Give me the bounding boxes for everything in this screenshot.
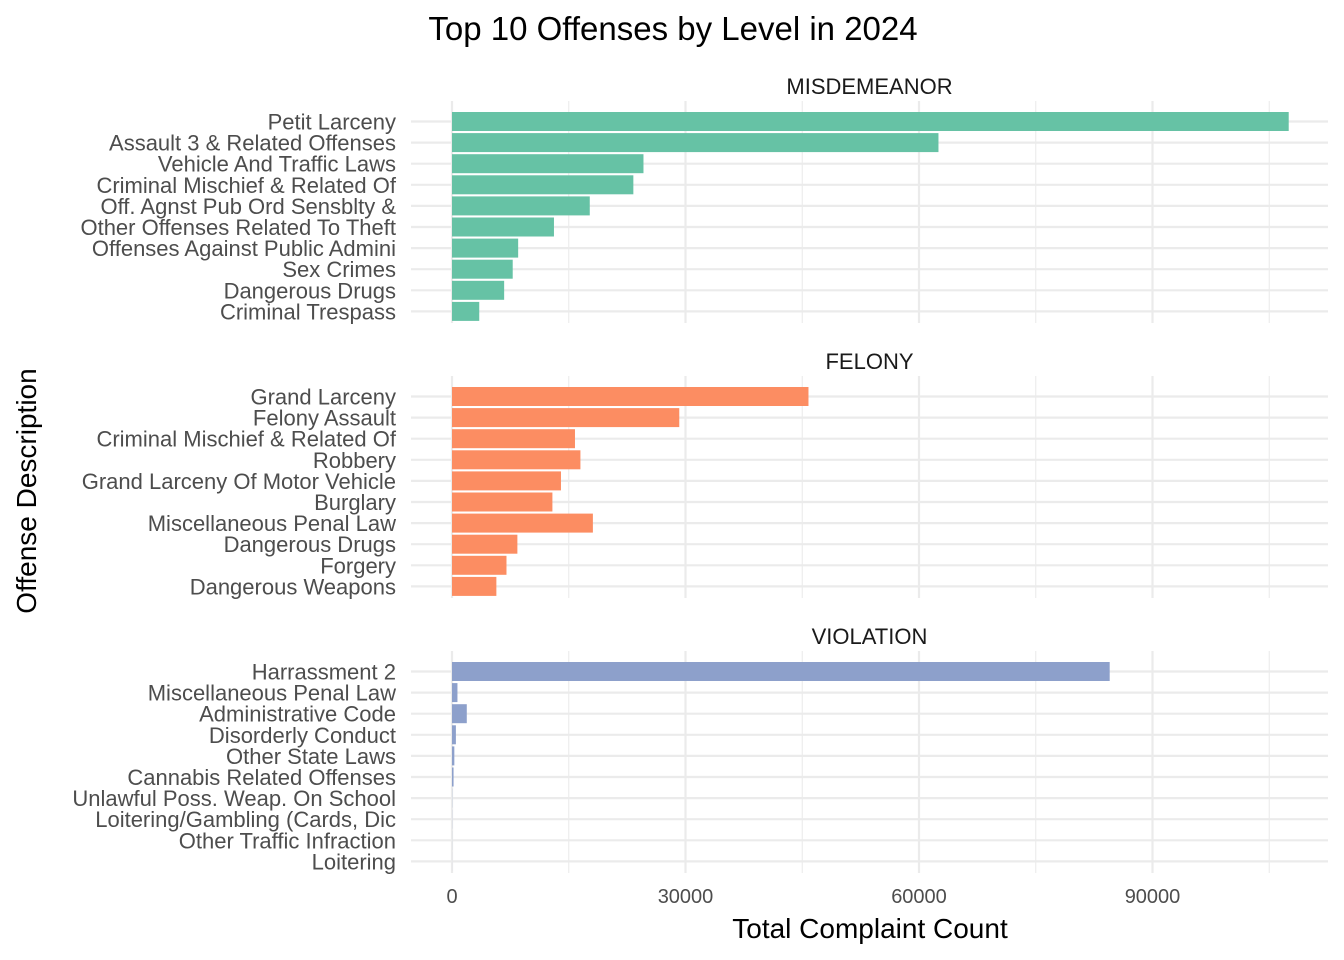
panel-bars (452, 112, 1289, 321)
category-label: Cannabis Related Offenses (127, 765, 396, 790)
panel-strip-label: FELONY (825, 349, 913, 374)
bar (452, 175, 634, 195)
category-label: Unlawful Poss. Weap. On School (72, 786, 396, 811)
category-label: Offenses Against Public Admini (92, 236, 396, 261)
x-tick-label: 30000 (658, 886, 714, 908)
category-label: Felony Assault (253, 406, 396, 431)
category-label: Sex Crimes (282, 257, 396, 282)
category-label: Assault 3 & Related Offenses (109, 131, 396, 156)
category-label: Vehicle And Traffic Laws (158, 152, 396, 177)
category-label: Miscellaneous Penal Law (148, 511, 396, 536)
bar (452, 746, 455, 766)
category-label: Robbery (313, 448, 396, 473)
x-axis: 0 30000 60000 90000 (446, 886, 1180, 908)
category-label: Burglary (314, 490, 396, 515)
category-label: Off. Agnst Pub Ord Sensblty & (100, 194, 396, 219)
bar (452, 725, 456, 745)
category-label: Grand Larceny Of Motor Vehicle (82, 469, 396, 494)
x-tick-label: 0 (446, 886, 457, 908)
category-label: Disorderly Conduct (209, 723, 396, 748)
panel-strip-label: VIOLATION (812, 624, 928, 649)
category-label: Dangerous Drugs (224, 532, 396, 557)
bar (452, 704, 467, 724)
x-tick-label: 90000 (1125, 886, 1181, 908)
category-label: Dangerous Weapons (190, 574, 396, 599)
category-label: Dangerous Drugs (224, 278, 396, 303)
bar (452, 217, 554, 237)
bar (452, 534, 518, 554)
bar (452, 450, 581, 470)
bar (452, 259, 513, 279)
bar (452, 555, 507, 575)
bar (452, 112, 1289, 131)
bar (452, 767, 454, 787)
chart-title: Top 10 Offenses by Level in 2024 (428, 10, 917, 47)
x-axis-title: Total Complaint Count (732, 913, 1008, 944)
bar (452, 196, 590, 216)
bar (452, 662, 1110, 681)
category-label: Loitering (312, 849, 396, 874)
category-label: Grand Larceny (250, 385, 396, 410)
bar (452, 280, 505, 300)
category-label: Criminal Trespass (220, 299, 396, 324)
bar (452, 683, 458, 703)
category-label: Miscellaneous Penal Law (148, 681, 396, 706)
category-label: Loitering/Gambling (Cards, Dic (95, 807, 396, 832)
category-label: Petit Larceny (268, 110, 396, 135)
category-label: Other State Laws (226, 744, 396, 769)
x-tick-label: 60000 (891, 886, 947, 908)
bar (452, 492, 553, 512)
bar (452, 387, 809, 406)
panel-bars (452, 387, 809, 596)
y-axis-title: Offense Description (11, 368, 42, 613)
panel-strip-label: MISDEMEANOR (786, 74, 952, 99)
panel-grid (411, 651, 1328, 873)
panel-grid (411, 376, 1328, 598)
bar (452, 471, 561, 491)
bar (452, 429, 575, 449)
category-label: Harrassment 2 (252, 660, 396, 685)
category-label: Criminal Mischief & Related Of (96, 427, 396, 452)
bar (452, 301, 480, 321)
bar (452, 576, 497, 596)
bar (452, 513, 593, 533)
category-label: Administrative Code (199, 702, 396, 727)
category-label: Other Offenses Related To Theft (80, 215, 396, 240)
category-label: Criminal Mischief & Related Of (96, 173, 396, 198)
category-label: Forgery (320, 553, 396, 578)
bar (452, 133, 939, 153)
bar (452, 154, 644, 174)
panel-bars (452, 662, 1110, 871)
bar (452, 408, 680, 428)
bar (452, 238, 519, 258)
category-label: Other Traffic Infraction (179, 828, 396, 853)
